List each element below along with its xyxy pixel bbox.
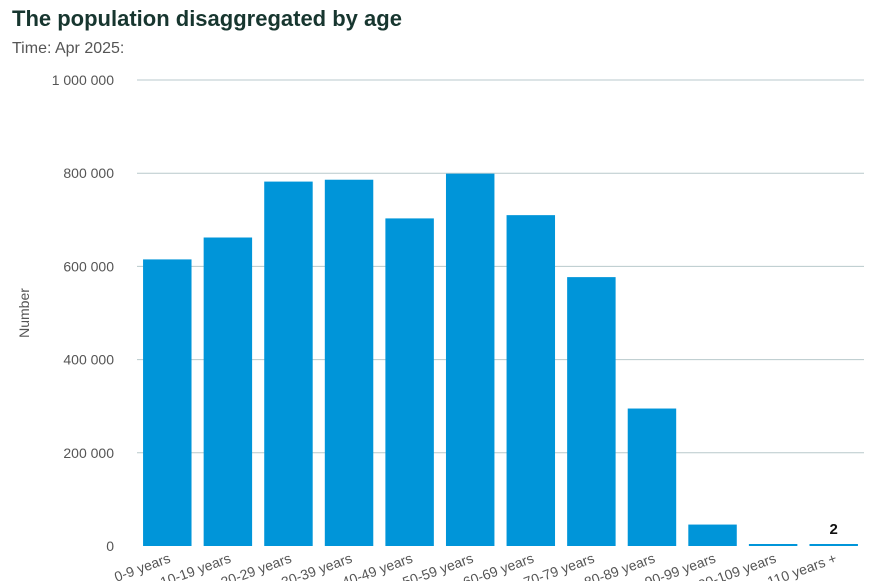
chart-subtitle: Time: Apr 2025: [12,40,125,57]
bar[interactable] [506,215,556,546]
y-tick-label: 200 000 [63,445,114,461]
data-label: 2 [830,521,838,538]
bar[interactable] [748,544,798,546]
y-tick-label: 1 000 000 [52,72,114,88]
bar[interactable] [203,237,253,546]
y-tick-label: 800 000 [63,165,114,181]
y-tick-label: 0 [106,538,114,554]
y-axis-title: Number [16,288,32,338]
data-labels: 2 [830,521,838,538]
bar[interactable] [324,179,374,546]
bar[interactable] [264,181,313,546]
bar[interactable] [143,259,192,546]
chart-title: The population disaggregated by age [12,6,402,31]
bar[interactable] [445,173,495,546]
bar[interactable] [567,277,616,546]
bar[interactable] [627,408,677,546]
y-tick-label: 400 000 [63,352,114,368]
y-tick-label: 600 000 [63,258,114,274]
y-axis-ticks: 0 200 000 400 000 600 000 800 000 1 000 000 [52,72,115,554]
gridlines [137,79,864,454]
bar[interactable] [809,544,858,546]
bars [143,173,858,547]
bar[interactable] [385,218,434,547]
bar[interactable] [688,524,737,546]
